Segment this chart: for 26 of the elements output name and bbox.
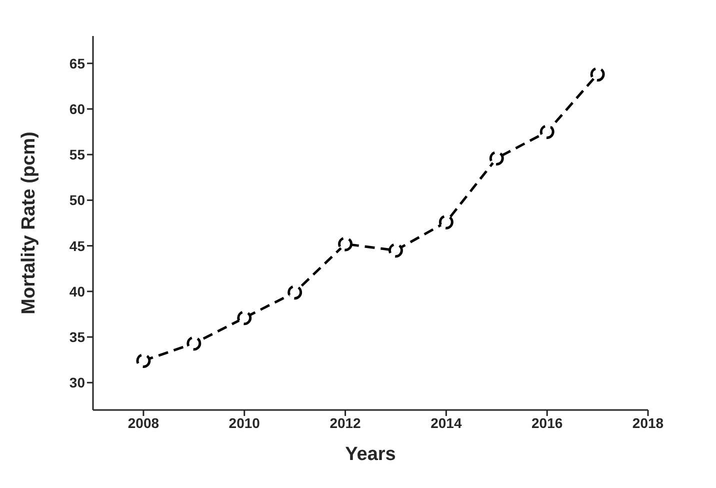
x-tick-label: 2018 [632,414,664,431]
x-tick-label: 2010 [228,414,260,431]
point [237,310,252,326]
x-tick-label: 2008 [128,414,160,431]
y-tick-label: 30 [69,374,86,391]
y-tick-label: 65 [69,55,86,72]
x-tick-label: 2014 [430,414,462,431]
point [186,336,202,351]
y-tick-label: 45 [69,238,86,254]
y-tick-label: 40 [69,283,86,300]
x-axis-title: Years [345,444,396,465]
y-tick-label: 55 [69,146,86,163]
point [590,67,605,82]
point [288,285,302,300]
y-tick-label: 50 [69,192,86,208]
point [438,214,454,230]
x-tick-label: 2012 [330,414,362,431]
point [540,124,554,140]
point [388,243,403,258]
point [489,150,504,166]
point [136,353,151,368]
point [338,236,353,252]
x-tick-label: 2016 [532,414,563,431]
y-tick-label: 35 [69,328,86,345]
y-tick-label: 60 [69,100,86,117]
y-axis-title: Mortality Rate (pcm) [18,132,40,314]
